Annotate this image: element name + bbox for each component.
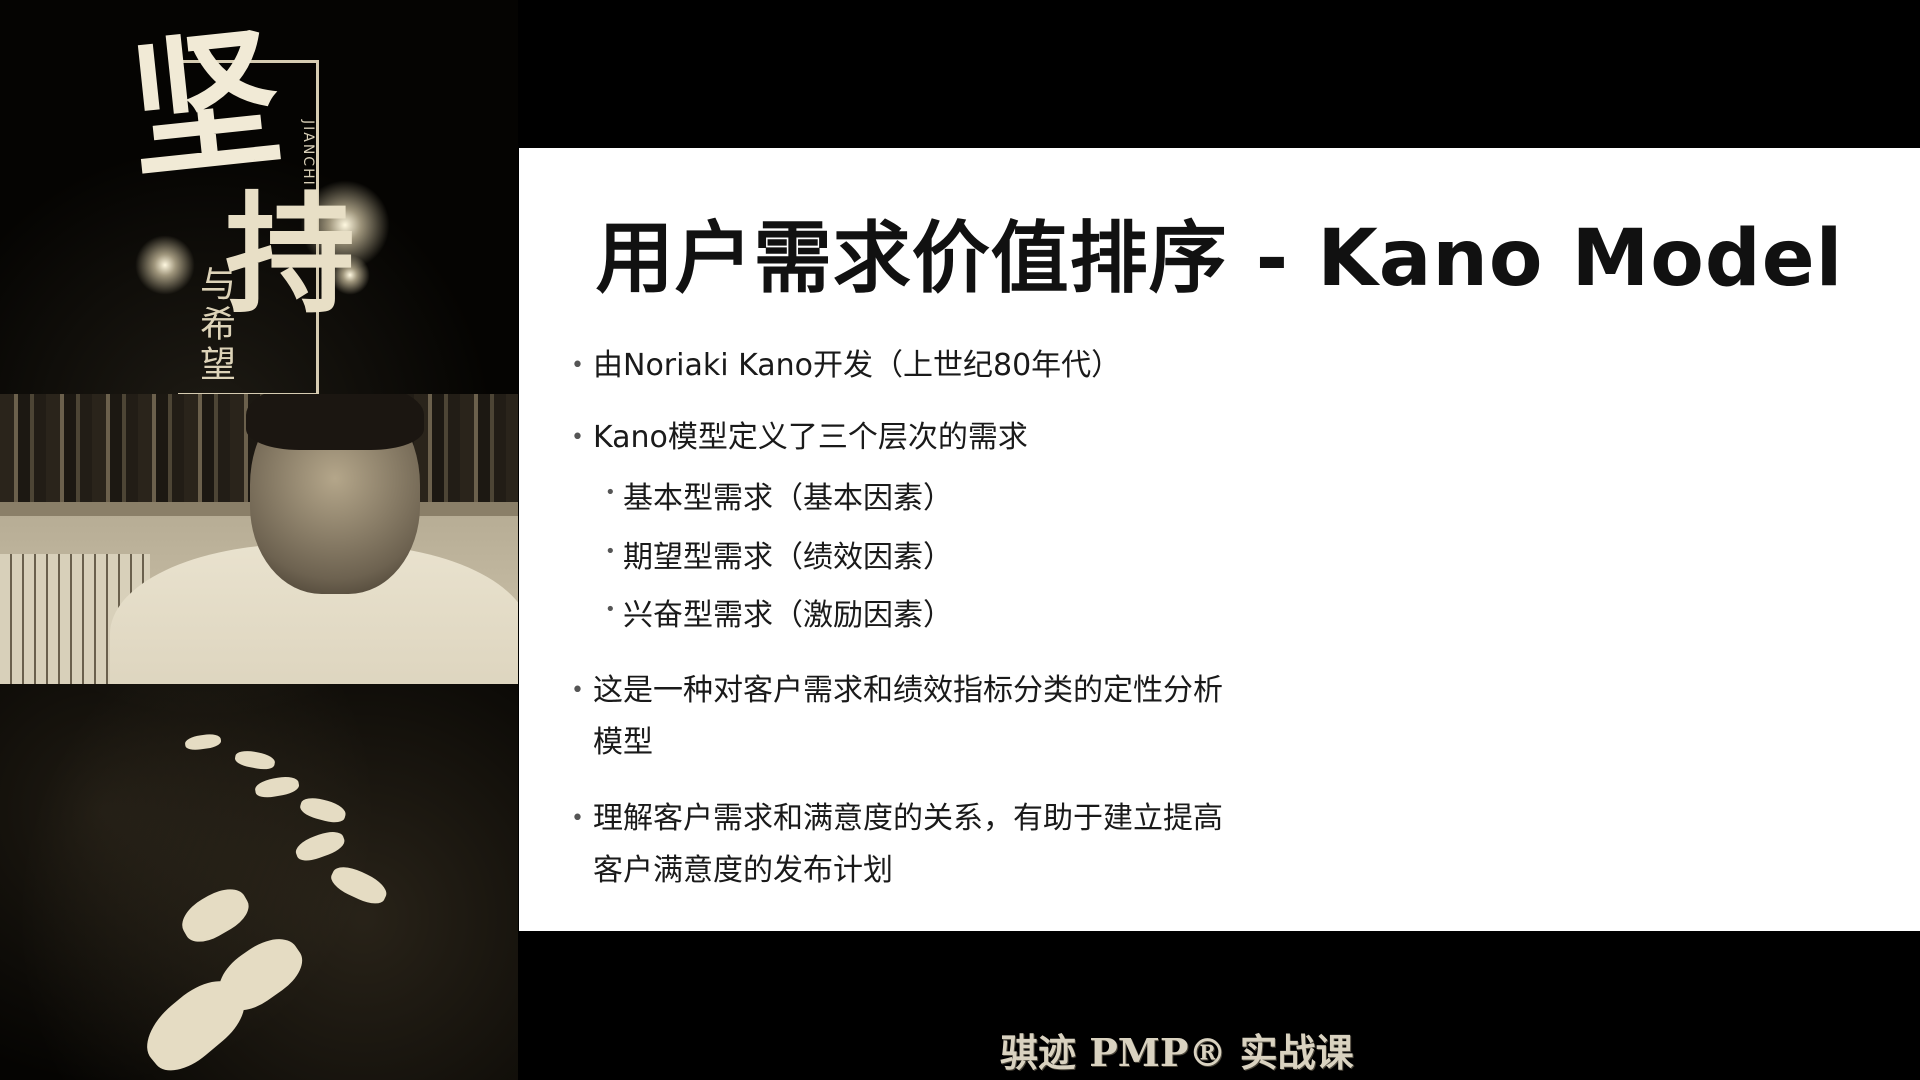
sub-bullet-item: • 基本型需求（基本因素） [605, 473, 953, 525]
star-glow [330, 255, 370, 295]
poster-char-chi: 持 [225, 178, 356, 331]
bullet-item: • 由Noriaki Kano开发（上世纪80年代） [571, 340, 1122, 392]
bullet-glyph: • [605, 599, 616, 620]
sub-bullet-text: 兴奋型需求（激励因素） [623, 598, 953, 633]
bullet-glyph: • [571, 425, 584, 450]
bullet-text: Kano模型定义了三个层次的需求 [593, 420, 1028, 455]
bullet-item: • 理解客户需求和满意度的关系，有助于建立提高 客户满意度的发布计划 [571, 793, 1223, 897]
bullet-text-line: 模型 [593, 725, 653, 760]
sub-bullet-text: 基本型需求（基本因素） [623, 481, 953, 516]
star-glow [135, 235, 195, 295]
bullet-glyph: • [571, 806, 584, 831]
sub-bullet-item: • 期望型需求（绩效因素） [605, 532, 953, 584]
bullet-text-line: 客户满意度的发布计划 [593, 853, 893, 888]
bullet-glyph: • [605, 541, 616, 562]
sub-bullet-item: • 兴奋型需求（激励因素） [605, 590, 953, 642]
presentation-slide: 用户需求价值排序 - Kano Model • 由Noriaki Kano开发（… [519, 148, 1920, 931]
bullet-text-line: 这是一种对客户需求和绩效指标分类的定性分析 [593, 673, 1223, 708]
bullet-item: • 这是一种对客户需求和绩效指标分类的定性分析 模型 [571, 665, 1223, 769]
bullet-glyph: • [571, 353, 584, 378]
poster-pinyin: JIANCHI [300, 120, 316, 187]
presenter-webcam [0, 394, 518, 684]
course-watermark: 骐迹 PMP® 实战课 [1000, 1030, 1354, 1075]
bullet-text: 由Noriaki Kano开发（上世纪80年代） [593, 348, 1122, 383]
bullet-glyph: • [605, 482, 616, 503]
poster-char-jian: 坚 [121, 9, 289, 201]
bullet-item: • Kano模型定义了三个层次的需求 [571, 412, 1028, 464]
poster-subtitle: 与希望 [194, 265, 235, 385]
bullet-text-line: 理解客户需求和满意度的关系，有助于建立提高 [593, 801, 1223, 836]
bullet-glyph: • [571, 678, 584, 703]
presenter-hair [246, 394, 424, 450]
slide-title: 用户需求价值排序 - Kano Model [595, 214, 1844, 304]
sub-bullet-text: 期望型需求（绩效因素） [623, 540, 953, 575]
